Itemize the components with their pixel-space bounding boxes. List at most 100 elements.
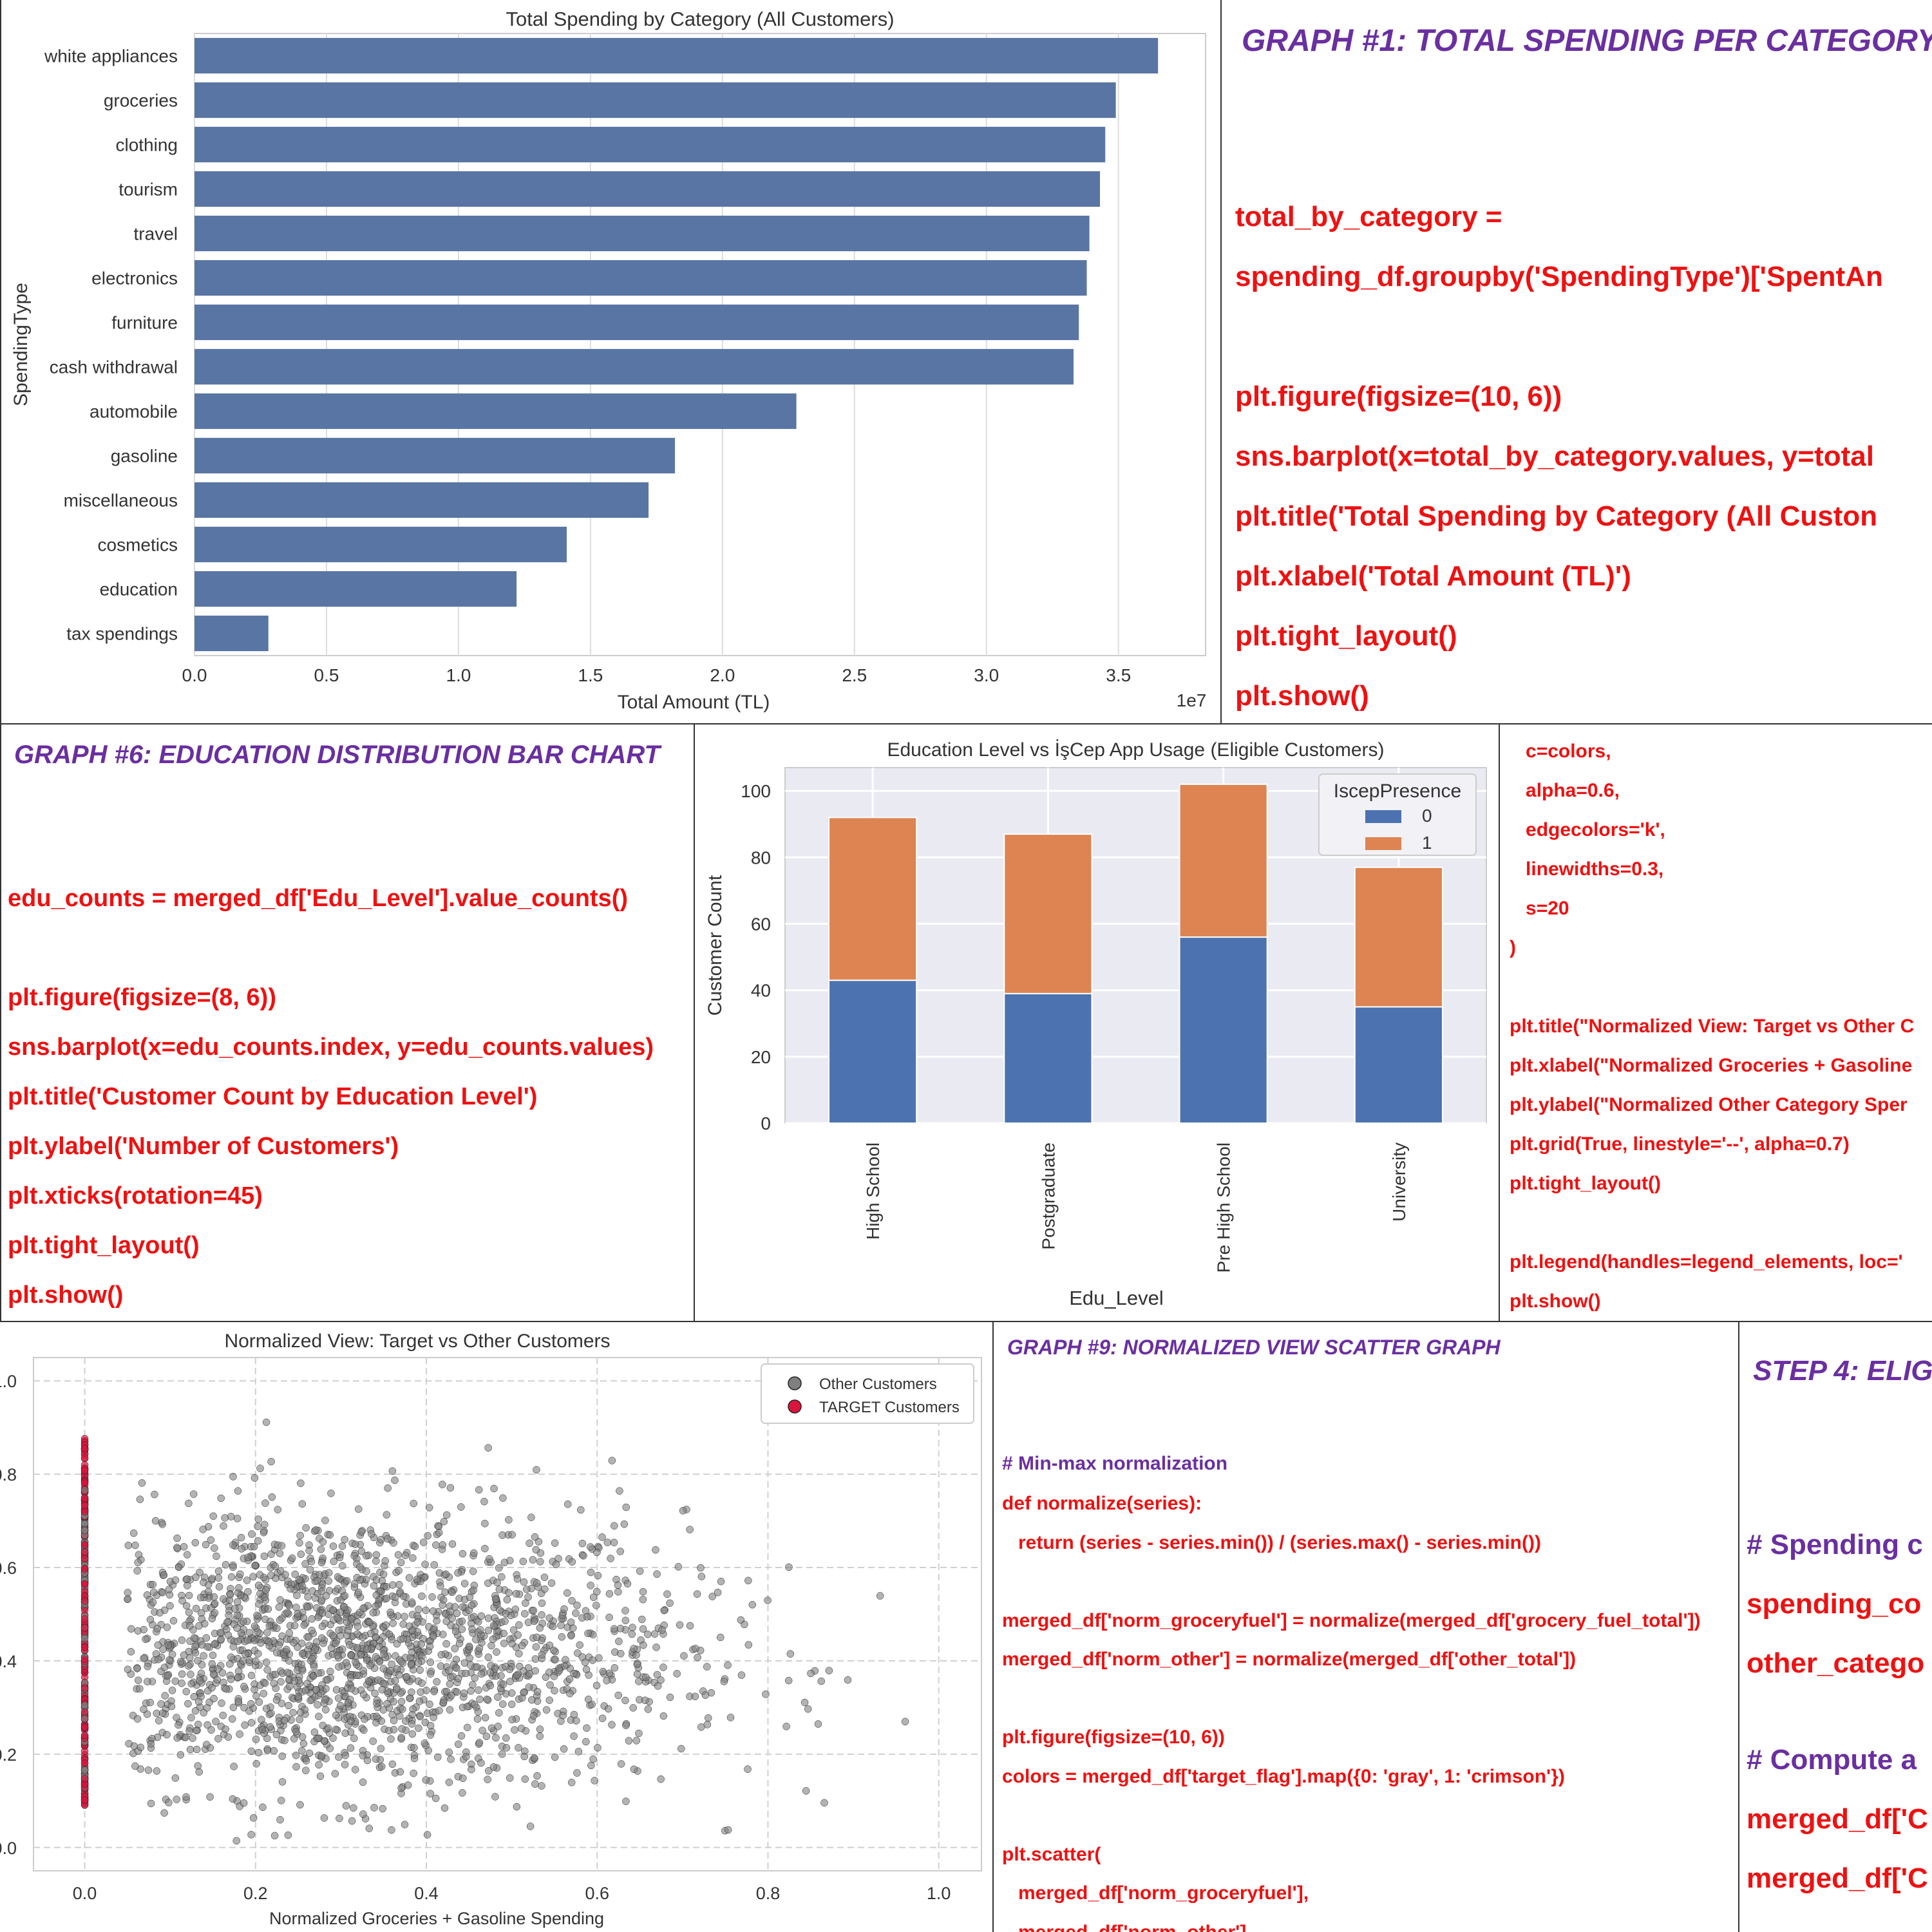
point-other-customer <box>503 1596 511 1604</box>
point-other-customer <box>522 1586 531 1593</box>
point-other-customer <box>741 1620 748 1629</box>
point-other-customer <box>394 1551 402 1559</box>
point-other-customer <box>516 1662 524 1671</box>
point-other-customer <box>421 1560 429 1568</box>
point-other-customer <box>223 1618 231 1626</box>
point-other-customer <box>508 1531 516 1539</box>
point-other-customer <box>222 1561 230 1569</box>
point-other-customer <box>359 1690 368 1699</box>
point-other-customer <box>237 1533 245 1542</box>
graph6-code-line: plt.ylabel('Number of Customers') <box>8 1133 399 1160</box>
panel-chart-education: 0 20 40 60 80 100 High School Postgraduate Pre H… <box>694 724 1499 1321</box>
point-other-customer <box>200 1709 207 1717</box>
point-target-customer <box>80 1747 89 1755</box>
point-other-customer <box>560 1605 568 1613</box>
point-other-customer <box>641 1673 650 1681</box>
point-other-customer <box>568 1558 576 1566</box>
point-other-customer <box>573 1601 581 1609</box>
point-other-customer <box>448 1588 456 1596</box>
legend-label: Other Customers <box>819 1376 937 1393</box>
point-other-customer <box>243 1636 252 1644</box>
point-other-customer <box>247 1831 255 1839</box>
point-other-customer <box>621 1607 629 1615</box>
point-other-customer <box>365 1824 374 1832</box>
point-other-customer <box>593 1587 601 1596</box>
point-other-customer <box>378 1685 386 1694</box>
y-tick-label: 20 <box>751 1047 771 1067</box>
point-other-customer <box>305 1642 313 1649</box>
point-other-customer <box>592 1681 601 1690</box>
point-other-customer <box>134 1558 142 1566</box>
point-other-customer <box>290 1622 299 1630</box>
point-other-customer <box>605 1613 613 1622</box>
point-other-customer <box>361 1715 368 1723</box>
point-other-customer <box>227 1573 236 1581</box>
scatter-tail-code-line: plt.tight_layout() <box>1510 1173 1661 1194</box>
bar-segment <box>828 980 918 1124</box>
point-other-customer <box>636 1567 644 1575</box>
point-other-customer <box>653 1570 661 1578</box>
point-other-customer <box>301 1687 310 1694</box>
scatter-tail-code-line: s=20 <box>1510 898 1569 919</box>
point-other-customer <box>222 1685 230 1693</box>
point-other-customer <box>614 1587 622 1596</box>
point-other-customer <box>230 1763 238 1770</box>
point-other-customer <box>402 1673 411 1681</box>
point-other-customer <box>185 1622 194 1630</box>
graph9-code-line: merged_df['norm_groceryfuel'] = normaliz… <box>1002 1609 1701 1631</box>
y-tick-label: 0 <box>761 1113 771 1133</box>
point-other-customer <box>629 1624 636 1631</box>
point-other-customer <box>744 1765 752 1773</box>
point-other-customer <box>410 1754 419 1763</box>
point-other-customer <box>341 1535 348 1544</box>
point-other-customer <box>184 1582 191 1589</box>
point-other-customer <box>650 1630 659 1638</box>
point-other-customer <box>445 1778 453 1786</box>
point-other-customer <box>520 1689 527 1696</box>
step4-comment-2: # Compute a <box>1747 1744 1917 1776</box>
scatter-tail-code-line: plt.title("Normalized View: Target vs Ot… <box>1510 1016 1915 1037</box>
point-other-customer <box>439 1541 447 1549</box>
point-other-customer <box>215 1583 223 1591</box>
graph1-code-line: spending_df.groupby('SpendingType')['Spe… <box>1235 261 1883 292</box>
point-other-customer <box>351 1540 359 1548</box>
point-other-customer <box>158 1709 167 1718</box>
panel-chart-scatter: 0.0 0.2 0.4 0.6 0.8 1.0 0.0 0.2 0.4 0.6 0.8 1.0 Norm… <box>0 1321 993 1932</box>
point-other-customer <box>300 1621 308 1629</box>
point-other-customer <box>193 1745 201 1754</box>
point-other-customer <box>493 1578 501 1587</box>
point-other-customer <box>241 1721 249 1729</box>
point-other-customer <box>507 1700 516 1709</box>
point-other-customer <box>599 1667 607 1676</box>
point-other-customer <box>368 1530 375 1538</box>
point-other-customer <box>272 1730 281 1739</box>
point-other-customer <box>373 1712 381 1720</box>
point-other-customer <box>317 1587 325 1596</box>
point-other-customer <box>437 1651 446 1659</box>
point-other-customer <box>499 1680 507 1689</box>
point-other-customer <box>253 1611 261 1620</box>
point-other-customer <box>318 1609 327 1617</box>
point-other-customer <box>180 1543 188 1551</box>
point-other-customer <box>346 1641 354 1649</box>
point-other-customer <box>298 1650 307 1658</box>
point-other-customer <box>372 1602 379 1611</box>
point-other-customer <box>315 1712 323 1721</box>
point-other-customer <box>617 1760 625 1768</box>
point-other-customer <box>158 1589 167 1596</box>
point-other-customer <box>256 1464 264 1472</box>
point-other-customer <box>505 1589 513 1596</box>
point-other-customer <box>233 1515 242 1522</box>
graph1-code-line: plt.xlabel('Total Amount (TL)') <box>1235 560 1631 592</box>
point-other-customer <box>562 1656 569 1663</box>
point-other-customer <box>303 1680 311 1688</box>
point-other-customer <box>144 1766 153 1774</box>
point-other-customer <box>245 1656 254 1664</box>
point-other-customer <box>372 1755 380 1763</box>
point-other-customer <box>635 1729 643 1738</box>
point-other-customer <box>432 1541 440 1549</box>
point-other-customer <box>475 1486 483 1494</box>
point-other-customer <box>495 1586 504 1593</box>
point-other-customer <box>260 1528 268 1537</box>
legend-title: IscepPresence <box>1334 781 1461 802</box>
